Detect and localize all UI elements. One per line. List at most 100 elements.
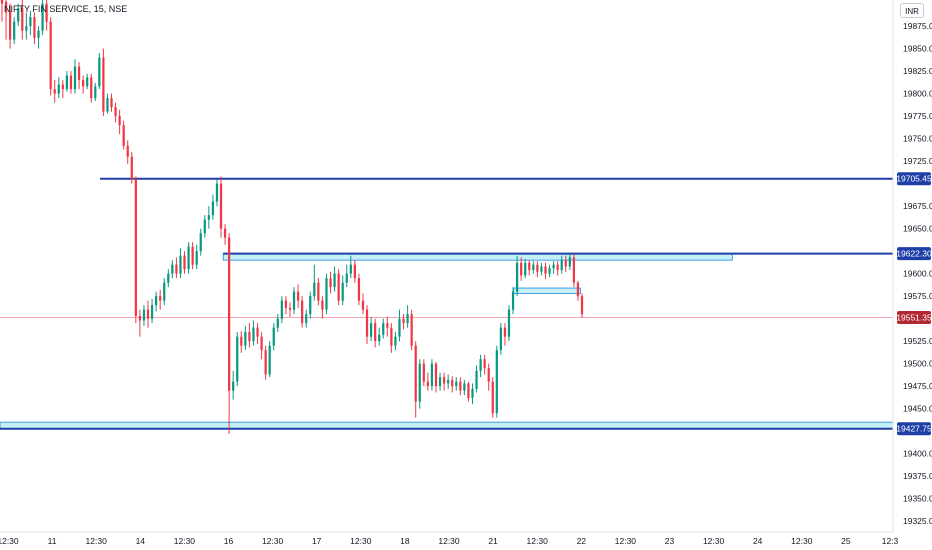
time-tick-label: 24 [753, 536, 763, 546]
candle-body [17, 8, 20, 22]
candle-body [382, 323, 385, 335]
price-tick-label: 19875.00 [903, 21, 932, 31]
time-tick-label: 14 [136, 536, 146, 546]
time-tick-label: 17 [312, 536, 322, 546]
candle-body [580, 296, 584, 315]
candle-body [284, 300, 288, 308]
candle-body [402, 318, 405, 324]
candle-body [102, 57, 105, 112]
candle-body [134, 179, 137, 316]
candle-body [447, 379, 450, 384]
price-tick-label: 19725.00 [903, 156, 932, 166]
candle-body [211, 201, 215, 216]
candle-body [130, 156, 133, 180]
candle-body [69, 75, 73, 90]
candle-body [8, 10, 12, 40]
candle-body [155, 296, 158, 306]
price-tick-label: 19600.00 [903, 269, 932, 279]
price-tags-layer: 19705.45 19622.30 19551.35 19427.75 [896, 172, 932, 436]
price-tick-label: 19525.00 [903, 336, 932, 346]
price-tick-label: 19500.00 [903, 359, 932, 369]
candle-body [57, 84, 60, 94]
candle-body [49, 21, 52, 90]
price-tick-label: 19800.00 [903, 89, 932, 99]
candle-body [548, 268, 551, 274]
candle-body [357, 278, 361, 301]
candle-body [475, 370, 478, 389]
candle-body [260, 336, 263, 351]
price-axis[interactable]: 19875.00 19850.00 19825.00 19800.00 19775.00… [903, 21, 932, 526]
candle-body [29, 17, 32, 27]
candle-body [442, 377, 446, 384]
candle-body [248, 332, 251, 342]
candle-body [438, 377, 442, 387]
candle-body [479, 359, 482, 371]
candle-body [414, 345, 417, 402]
time-tick-label: 12:30 [703, 536, 725, 546]
candle-body [459, 381, 462, 391]
price-tag-support [897, 247, 931, 261]
candle-body [296, 291, 300, 301]
candle-body [515, 262, 519, 292]
candle-body [491, 381, 494, 414]
candle-body [228, 237, 231, 391]
currency-selector[interactable]: INR [900, 3, 924, 18]
price-tag-label: 19551.35 [896, 312, 932, 322]
candle-body [77, 66, 81, 81]
candle-body [398, 318, 401, 337]
candle-body [418, 363, 421, 402]
time-tick-label: 23 [665, 536, 675, 546]
candle-body [564, 260, 567, 267]
time-tick-label: 12:30 [791, 536, 813, 546]
candle-body [195, 251, 198, 265]
candle-body [455, 381, 458, 387]
price-tick-label: 19475.00 [903, 381, 932, 391]
candle-body [94, 86, 97, 99]
candle-body [451, 379, 454, 387]
candle-body [540, 266, 543, 272]
price-tag-support [897, 422, 931, 436]
candle-body [179, 255, 182, 274]
candle-body [406, 314, 409, 324]
candle-body [426, 381, 429, 387]
candle-body [329, 278, 332, 288]
time-tick-label: 21 [488, 536, 498, 546]
candle-body [171, 264, 174, 274]
price-tick-label: 19375.00 [903, 471, 932, 481]
candle-body [146, 309, 150, 319]
candle-body [199, 233, 202, 252]
candle-body [41, 3, 44, 31]
candle-body [98, 57, 101, 87]
candle-body [159, 296, 162, 301]
candle-body [268, 345, 271, 375]
candle-body [53, 89, 56, 94]
candle-body [191, 246, 194, 265]
candle-body [122, 125, 125, 146]
candle-body [126, 145, 129, 157]
candle-body [207, 215, 210, 220]
candle-body [82, 80, 85, 87]
candle-body [471, 388, 474, 398]
time-tick-label: 16 [224, 536, 234, 546]
time-tick-label: 12:30 [527, 536, 549, 546]
candle-body [13, 21, 16, 40]
candle-body [187, 246, 190, 270]
price-tag-label: 19427.75 [896, 424, 932, 434]
candle-body [305, 314, 308, 324]
time-tick-label: 18 [400, 536, 410, 546]
candle-body [142, 309, 146, 321]
candle-body [236, 336, 239, 382]
candle-body [532, 264, 535, 271]
candle-body [240, 336, 243, 346]
candle-body [33, 17, 36, 38]
candle-body [524, 262, 527, 276]
candle-body [167, 273, 170, 283]
candle-body [65, 75, 69, 90]
time-tick-label: 12:3 [882, 536, 899, 546]
candle-body [528, 262, 531, 271]
candle-body [272, 327, 275, 346]
candle-body [150, 305, 154, 319]
time-axis[interactable]: 12:30 11 12:30 14 12:30 16 12:30 17 12:30 18 12:30… [0, 536, 899, 546]
